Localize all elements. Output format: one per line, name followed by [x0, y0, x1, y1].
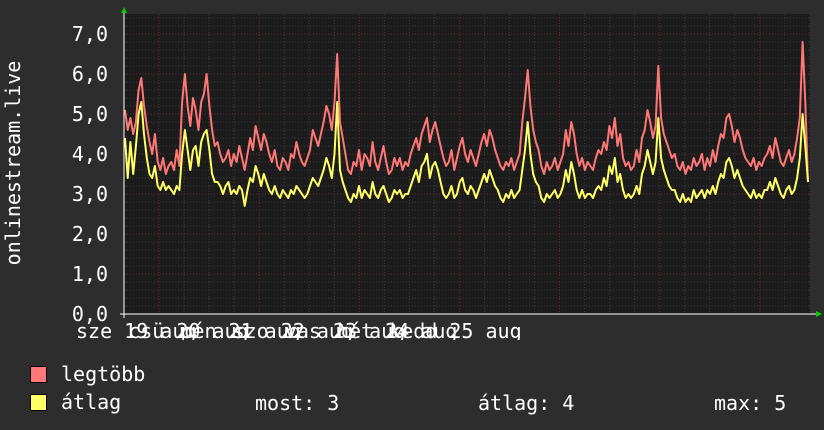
x-axis-arrow: [816, 311, 822, 317]
stat-max: max: 5: [714, 391, 787, 415]
x-tick-label: sze 19 aug: [76, 319, 196, 340]
series-line-legtobb: [124, 41, 809, 183]
x-tick-label: hét 24 aug: [337, 319, 457, 340]
y-axis-label: onlinestream.live: [1, 61, 25, 266]
y-tick-labels: 0,0 1,0 2,0 3,0 4,0 5,0 6,0 7,0: [72, 22, 108, 326]
legend-label-atlag: átlag: [61, 390, 122, 414]
legend-item-atlag: átlag: [30, 390, 122, 414]
y-tick-label: 5,0: [72, 102, 108, 126]
legend-label-legtobb: legtöbb: [61, 362, 146, 386]
x-tick-label: kedd 25 aug: [389, 319, 521, 340]
y-tick-label: 4,0: [72, 142, 108, 166]
y-tick-label: 1,0: [72, 262, 108, 286]
y-tick-label: 0,0: [72, 302, 108, 326]
stat-current: most: 3: [255, 391, 340, 415]
x-tick-label: csü 20 aug: [128, 319, 248, 340]
series-line-atlag: [124, 101, 809, 207]
y-tick-label: 3,0: [72, 182, 108, 206]
y-tick-label: 2,0: [72, 222, 108, 246]
legend-swatch-atlag: [30, 393, 47, 411]
legend-swatch-legtobb: [30, 365, 47, 383]
y-tick-label: 6,0: [72, 62, 108, 86]
x-tick-label: pén 21 aug: [180, 319, 300, 340]
y-axis-arrow: [121, 7, 127, 13]
x-tick-label: vas 23 aug: [285, 319, 405, 340]
legend-item-legtobb: legtöbb: [30, 362, 146, 386]
x-tick-label: szo 22 aug: [233, 319, 353, 340]
series-lines: [124, 41, 809, 207]
plot-area: [124, 14, 810, 314]
stat-average: átlag: 4: [478, 391, 575, 415]
y-tick-label: 7,0: [72, 22, 108, 46]
